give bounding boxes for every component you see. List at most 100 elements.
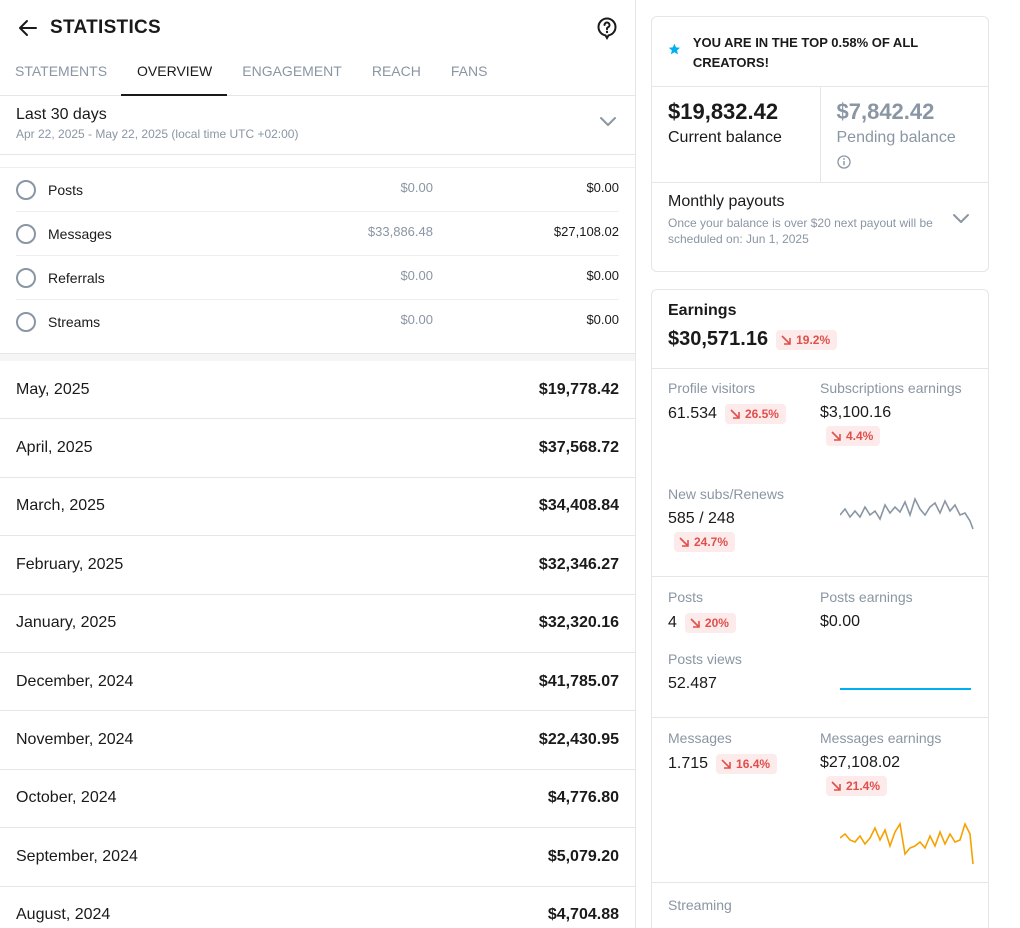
subscriptions-sparkline [840,496,974,530]
top-creator-banner: YOU ARE IN THE TOP 0.58% OF ALL CREATORS… [652,17,988,87]
radio-streams[interactable] [16,312,36,332]
messages-earnings-value: $27,108.02 [820,754,901,771]
month-row[interactable]: May, 2025 $19,778.42 [0,361,635,420]
balance-card: YOU ARE IN THE TOP 0.58% OF ALL CREATORS… [651,16,989,272]
month-name: November, 2024 [16,731,134,749]
earnings-filter-list: Posts $0.00 $0.00 Messages $33,886.48 $2… [0,167,635,344]
earnings-total: $30,571.16 [668,328,769,350]
change-value: 16.4% [736,757,771,771]
month-row[interactable]: November, 2024 $22,430.95 [0,711,635,770]
month-name: May, 2025 [16,380,90,398]
tab-reach[interactable]: REACH [371,63,421,79]
radio-posts[interactable] [16,179,36,200]
payouts-title: Monthly payouts [668,193,785,210]
month-total: $4,776.80 [547,789,619,807]
filter-net: $0.00 [586,180,619,195]
new-subs-value: 585 / 248 [668,510,735,527]
chevron-down-icon [600,117,616,126]
subscriptions-earnings-label: Subscriptions earnings [820,380,962,396]
filter-net: $0.00 [586,312,619,327]
messages-sparkline [840,821,974,865]
filter-label: Referrals [48,269,105,286]
month-total: $4,704.88 [547,906,619,924]
change-value: 19.2% [796,332,831,347]
trend-down-icon [679,537,689,547]
trend-down-icon [721,759,731,769]
subscriptions-earnings-value: $3,100.16 [820,404,892,421]
change-badge: 26.5% [724,404,786,424]
month-row[interactable]: January, 2025 $32,320.16 [0,595,635,653]
star-icon [668,43,681,55]
change-badge: 16.4% [716,754,778,774]
filter-gross: $0.00 [400,312,433,327]
month-name: September, 2024 [16,847,138,865]
summary-column: YOU ARE IN THE TOP 0.58% OF ALL CREATORS… [651,16,989,928]
month-name: April, 2025 [16,439,93,457]
help-icon[interactable] [595,16,619,40]
balances-row: $19,832.42 Current balance $7,842.42 Pen… [652,87,988,183]
streaming-label: Streaming [668,897,732,913]
period-range: Apr 22, 2025 - May 22, 2025 (local time … [16,127,299,141]
messages-earnings-label: Messages earnings [820,730,942,746]
messages-section: Messages 1.715 16.4% Messages earnings $… [652,718,988,883]
change-value: 21.4% [846,779,881,793]
tab-bar: STATEMENTS OVERVIEW ENGAGEMENT REACH FAN… [0,56,635,96]
filter-label: Messages [48,225,112,242]
trend-down-icon [781,334,791,345]
trend-down-icon [730,409,740,419]
filter-row-streams[interactable]: Streams $0.00 $0.00 [16,300,619,344]
month-name: January, 2025 [16,614,117,632]
earnings-header: Earnings $30,571.16 19.2% [652,290,988,369]
trend-down-icon [831,781,841,791]
radio-referrals[interactable] [16,267,36,288]
banner-text: YOU ARE IN THE TOP 0.58% OF ALL CREATORS… [692,35,918,70]
pending-balance: $7,842.42 Pending balance [819,87,989,182]
month-total: $19,778.42 [538,380,619,398]
tab-overview[interactable]: OVERVIEW [121,56,228,96]
payouts-subtitle: Once your balance is over $20 next payou… [668,216,933,246]
month-row[interactable]: April, 2025 $37,568.72 [0,419,635,478]
posts-value: 4 20% [668,613,820,633]
tab-engagement[interactable]: ENGAGEMENT [242,63,342,79]
period-selector[interactable]: Last 30 days Apr 22, 2025 - May 22, 2025… [0,96,635,155]
back-button[interactable] [16,16,40,40]
monthly-payouts-toggle[interactable]: Monthly payouts Once your balance is ove… [652,183,988,271]
page-title: STATISTICS [50,17,162,38]
month-name: December, 2024 [16,672,134,690]
monthly-list: May, 2025 $19,778.42 April, 2025 $37,568.7… [0,361,635,928]
change-badge: 20% [684,613,736,633]
change-value: 26.5% [744,407,779,421]
month-total: $41,785.07 [538,672,619,690]
filter-row-referrals[interactable]: Referrals $0.00 $0.00 [16,256,619,300]
tab-fans[interactable]: FANS [450,63,488,79]
month-name: March, 2025 [16,497,105,515]
month-row[interactable]: August, 2024 $4,704.88 [0,887,635,928]
profile-visitors-label: Profile visitors [668,380,756,396]
change-value: 4.4% [846,429,874,443]
month-total: $22,430.95 [538,731,619,749]
month-row[interactable]: February, 2025 $32,346.27 [0,536,635,595]
month-row[interactable]: October, 2024 $4,776.80 [0,770,635,829]
filter-label: Streams [48,314,101,330]
filter-gross: $33,886.48 [367,224,433,239]
filter-row-messages[interactable]: Messages $33,886.48 $27,108.02 [16,212,619,256]
back-arrow-icon [19,20,37,36]
info-icon[interactable] [836,155,851,169]
posts-views-value: 52.487 [668,675,717,692]
change-value: 24.7% [694,535,729,549]
month-name: August, 2024 [16,906,111,924]
posts-earnings-label: Posts earnings [820,589,913,605]
filter-gross: $0.00 [400,180,433,195]
tab-statements[interactable]: STATEMENTS [15,63,108,79]
filter-row-posts[interactable]: Posts $0.00 $0.00 [16,168,619,212]
earnings-card: Earnings $30,571.16 19.2% Profile visito… [651,289,989,928]
current-balance-amount: $19,832.42 [668,99,779,124]
month-row[interactable]: March, 2025 $34,408.84 [0,478,635,537]
change-badge: 19.2% [776,329,838,350]
new-subs-label: New subs/Renews [668,486,784,502]
radio-messages[interactable] [16,223,36,244]
month-row[interactable]: September, 2024 $5,079.20 [0,828,635,887]
page-header: STATISTICS [0,0,635,56]
month-row[interactable]: December, 2024 $41,785.07 [0,653,635,712]
pending-balance-amount: $7,842.42 [836,99,935,124]
